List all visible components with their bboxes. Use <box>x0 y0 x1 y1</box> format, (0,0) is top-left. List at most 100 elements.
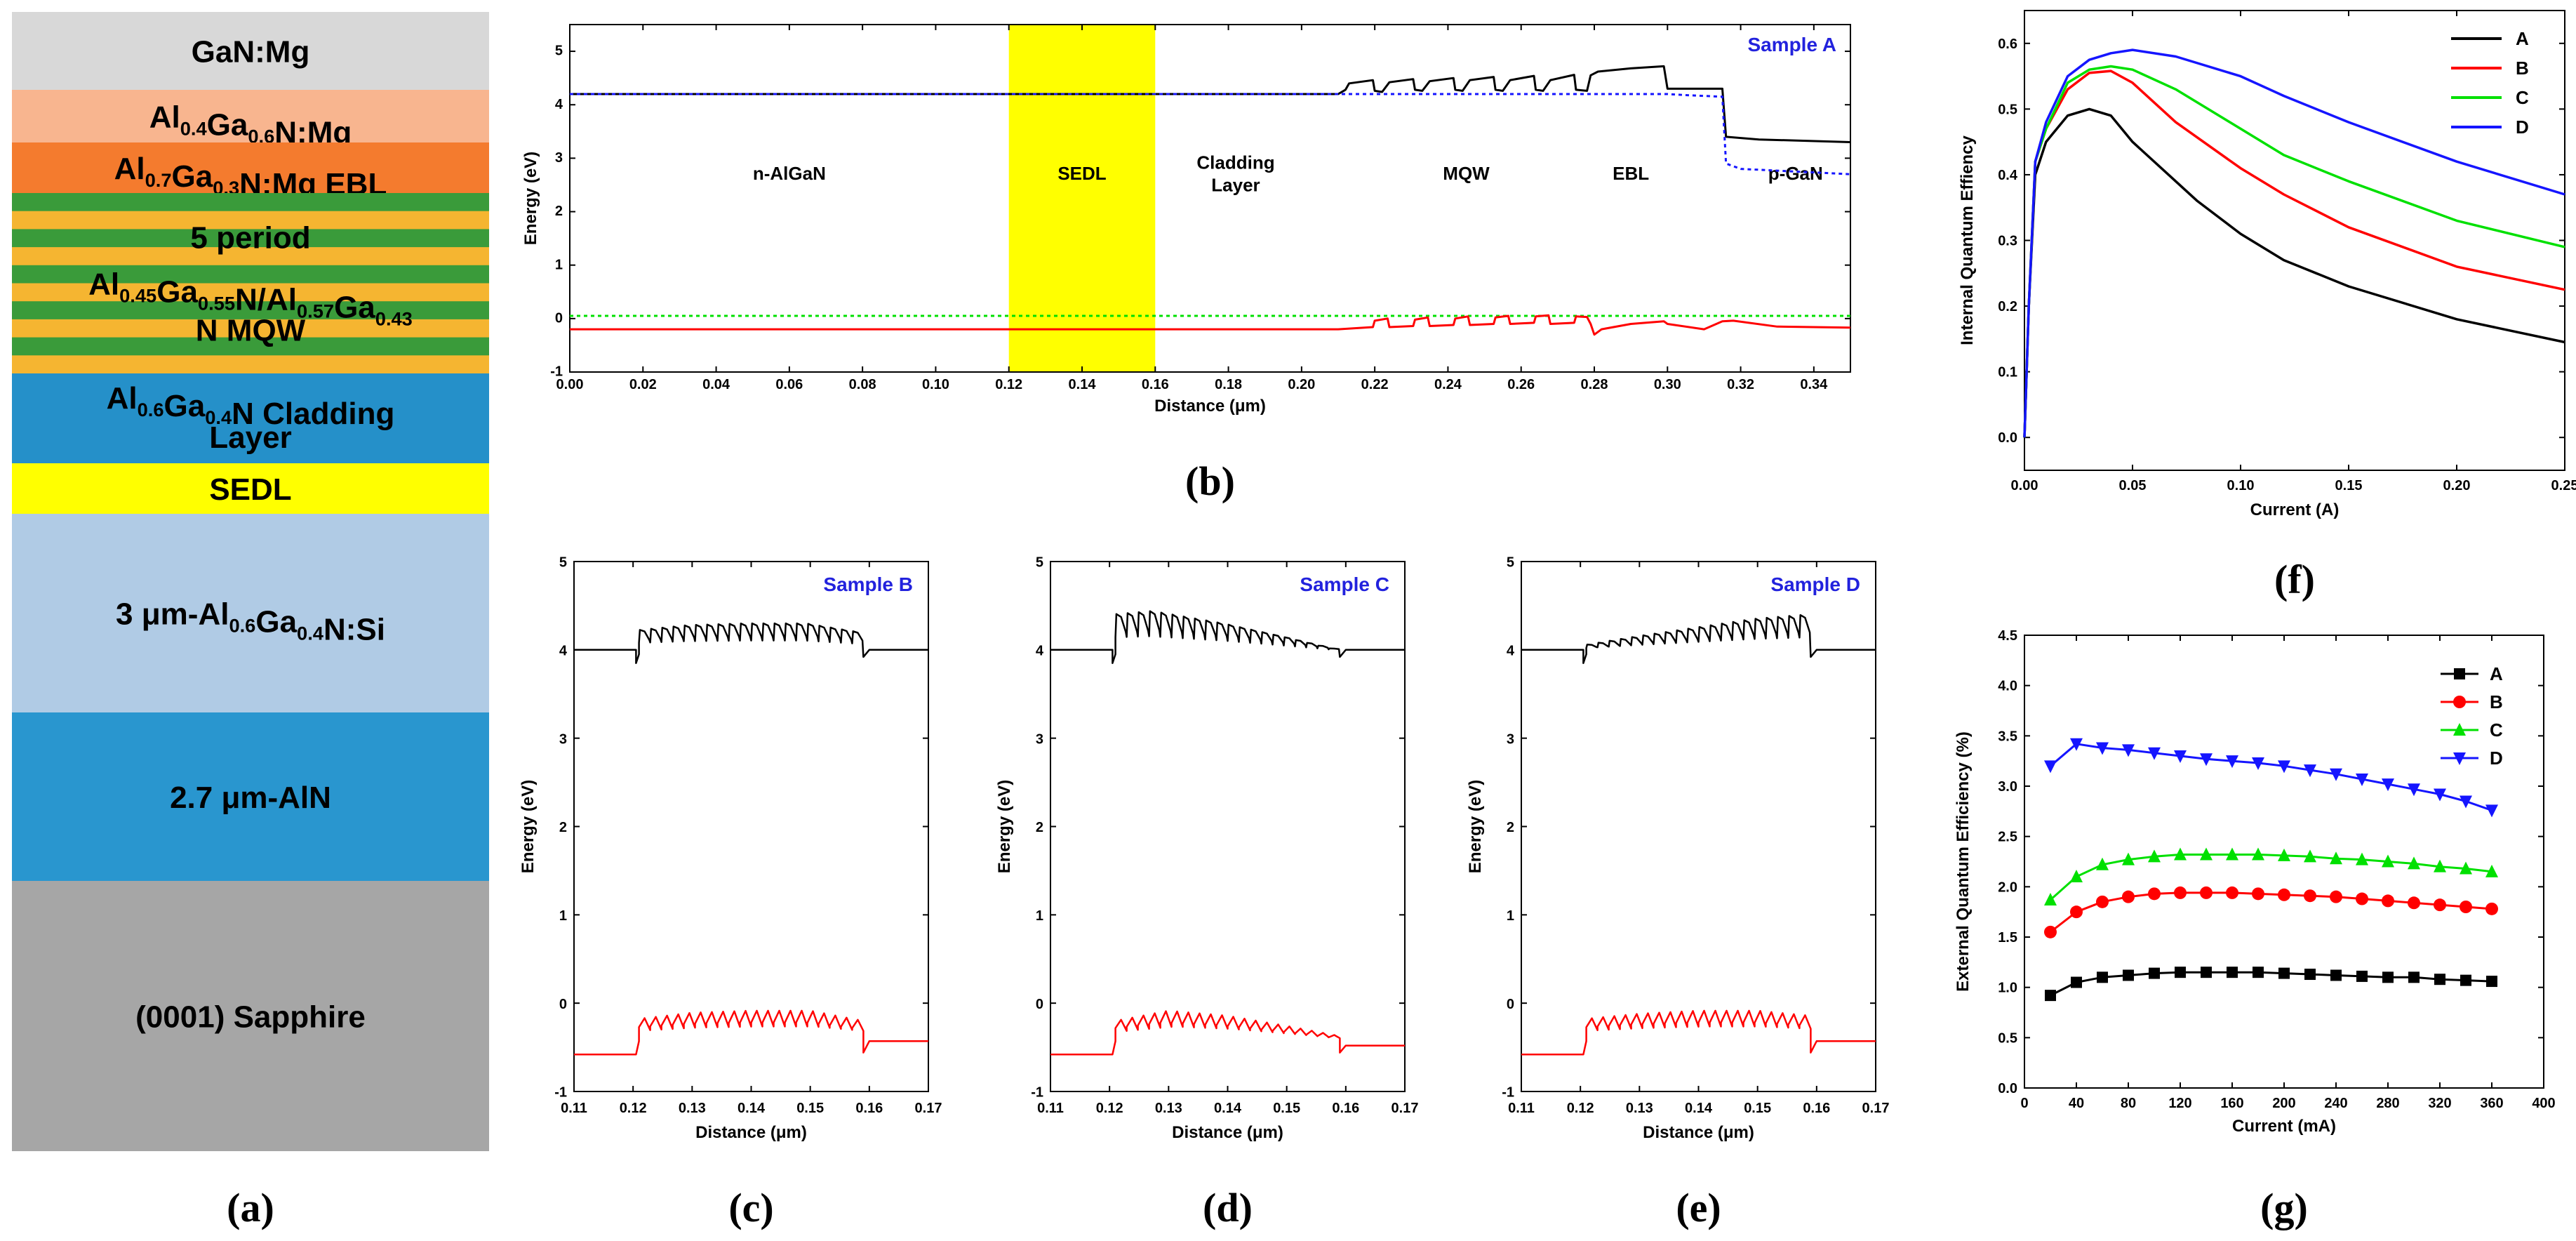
y-tick-label: 4 <box>555 97 563 112</box>
y-axis-title: External Quantum Efficiency (%) <box>1954 731 1973 992</box>
eqe-point-C <box>2252 847 2264 861</box>
y-tick-label: 0.4 <box>1998 168 2018 183</box>
x-tick-label: 0.11 <box>1037 1101 1064 1116</box>
y-tick-label: 3 <box>555 150 563 166</box>
valence-band-line <box>574 1009 928 1056</box>
eqe-series-line-B <box>2050 891 2492 933</box>
eqe-point-C <box>2044 892 2057 905</box>
panel-letter: (c) <box>728 1185 773 1230</box>
x-tick-label: 0.06 <box>775 377 803 392</box>
eqe-point-A <box>2382 971 2394 983</box>
text-segment: N:Si <box>323 613 385 647</box>
text-segment: GaN:Mg <box>192 35 310 69</box>
y-axis-title: Energy (eV) <box>519 780 538 873</box>
y-tick-label: 5 <box>555 44 563 59</box>
sample-label: Sample C <box>1300 573 1389 595</box>
eqe-point-C <box>2330 851 2342 865</box>
x-tick-label: 80 <box>2121 1096 2136 1111</box>
panel-letter-b: (b) <box>1185 458 1235 504</box>
layer-label: Layer <box>209 420 291 455</box>
text-segment: 0.43 <box>375 308 413 330</box>
y-tick-label: 0.1 <box>1998 365 2017 380</box>
eqe-point-D <box>2304 764 2316 778</box>
x-tick-label: 0.30 <box>1654 377 1681 392</box>
mqw-stripe <box>12 193 489 212</box>
x-tick-label: 0.02 <box>629 377 657 392</box>
y-tick-label: 1 <box>1036 908 1043 924</box>
iqe-series-D <box>2023 48 2565 438</box>
eqe-series-line-A <box>2050 971 2492 997</box>
layer-aln <box>12 712 489 881</box>
layer-label: 2.7 μm-AlN <box>170 781 331 815</box>
y-tick-label: 3 <box>559 731 567 747</box>
y-tick-label: 0.6 <box>1998 36 2017 52</box>
layer-ebl <box>12 142 489 193</box>
text-segment: N/Al <box>235 283 297 317</box>
x-tick-label: 0.14 <box>1685 1101 1713 1116</box>
eqe-point-A <box>2227 967 2238 978</box>
x-tick-label: 0.15 <box>2335 478 2363 493</box>
y-tick-label: 1 <box>1507 908 1514 924</box>
layer-cladding <box>12 373 489 463</box>
y-tick-label: 5 <box>1507 555 1514 571</box>
plot-frame <box>569 24 1851 373</box>
eqe-point-A <box>2330 969 2342 981</box>
eqe-point-D <box>2382 778 2394 792</box>
chart-g-external-quantum-efficiency: 0 40 80 120 160 200 240 280 320 360 400 0.0 0.5 1.0 1.… <box>1954 628 2556 1230</box>
eqe-point-A <box>2071 976 2082 988</box>
eqe-point-B <box>2485 902 2498 915</box>
panel-letter-f: (f) <box>2274 557 2315 602</box>
y-tick-label: 0 <box>559 997 567 1012</box>
y-tick-label: 4.5 <box>1998 628 2017 644</box>
layer-sedl <box>12 463 489 514</box>
y-tick-label: 0.2 <box>1998 299 2017 314</box>
eqe-point-D <box>2070 738 2083 751</box>
eqe-point-D <box>2148 747 2161 760</box>
eqe-point-A <box>2460 974 2471 986</box>
x-tick-label: 120 <box>2168 1096 2191 1111</box>
eqe-point-D <box>2330 768 2342 781</box>
y-tick-label: 0 <box>1507 997 1514 1012</box>
x-tick-label: 0.00 <box>2011 478 2038 493</box>
eqe-point-C <box>2200 847 2213 861</box>
eqe-point-A <box>2175 967 2186 978</box>
eqe-point-A <box>2408 971 2420 983</box>
layer-label: 3 μm-Al0.6Ga0.4N:Si <box>116 597 385 647</box>
x-tick-label: 0.16 <box>855 1101 883 1116</box>
eqe-point-D <box>2278 760 2290 774</box>
y-axis-title: Internal Quantum Effiency <box>1958 135 1977 345</box>
eqe-point-B <box>2304 889 2316 903</box>
y-tick-label: 0.0 <box>1998 1081 2017 1096</box>
text-segment: Ga <box>156 275 198 310</box>
eqe-point-B <box>2460 901 2472 913</box>
eqe-point-D <box>2408 783 2420 797</box>
x-tick-label: 0.16 <box>1332 1101 1359 1116</box>
chart-e-band-diagram-sample-d: 0.11 0.12 0.13 0.14 0.15 0.16 0.17 -1 0 1 2 3 4 5 Dist… <box>1466 555 1889 1230</box>
x-tick-label: 240 <box>2324 1096 2347 1111</box>
y-tick-label: -1 <box>1031 1085 1043 1101</box>
panel-letter-g: (g) <box>2260 1185 2308 1230</box>
text-segment: 0.4 <box>297 623 324 644</box>
conduction-band-line <box>574 622 928 664</box>
y-tick-label: -1 <box>1502 1085 1514 1101</box>
chart-f-internal-quantum-efficiency: 0.00 0.05 0.10 0.15 0.20 0.25 0.0 0.1 0.2 0.3 0.4 0… <box>1958 10 2576 602</box>
panel-letter: (d) <box>1203 1185 1253 1230</box>
mqw-stripe <box>12 337 489 356</box>
mqw-stripe <box>12 301 489 320</box>
x-tick-label: 0.14 <box>738 1101 766 1116</box>
layer-algan-0.4-mg <box>12 90 489 142</box>
x-tick-label: 280 <box>2376 1096 2399 1111</box>
eqe-point-D <box>2096 742 2109 755</box>
y-tick-label: 5 <box>559 555 567 571</box>
x-tick-label: 200 <box>2272 1096 2295 1111</box>
sample-label: Sample A <box>1747 34 1836 55</box>
text-segment: 5 period <box>190 221 310 255</box>
x-tick-label: 0 <box>2020 1096 2028 1111</box>
x-tick-label: 0.20 <box>1288 377 1315 392</box>
layer-gan-mg <box>12 12 489 90</box>
legend-marker-C <box>2453 723 2466 736</box>
x-tick-label: 0.00 <box>556 377 584 392</box>
legend-label-B: B <box>2490 691 2503 712</box>
x-tick-label: 0.28 <box>1581 377 1608 392</box>
